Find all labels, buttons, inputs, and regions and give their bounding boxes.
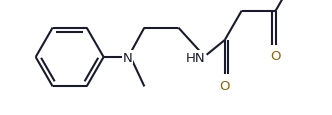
Text: N: N (123, 51, 132, 64)
Text: HN: HN (186, 51, 205, 64)
Text: O: O (271, 50, 281, 63)
Text: O: O (219, 79, 230, 92)
